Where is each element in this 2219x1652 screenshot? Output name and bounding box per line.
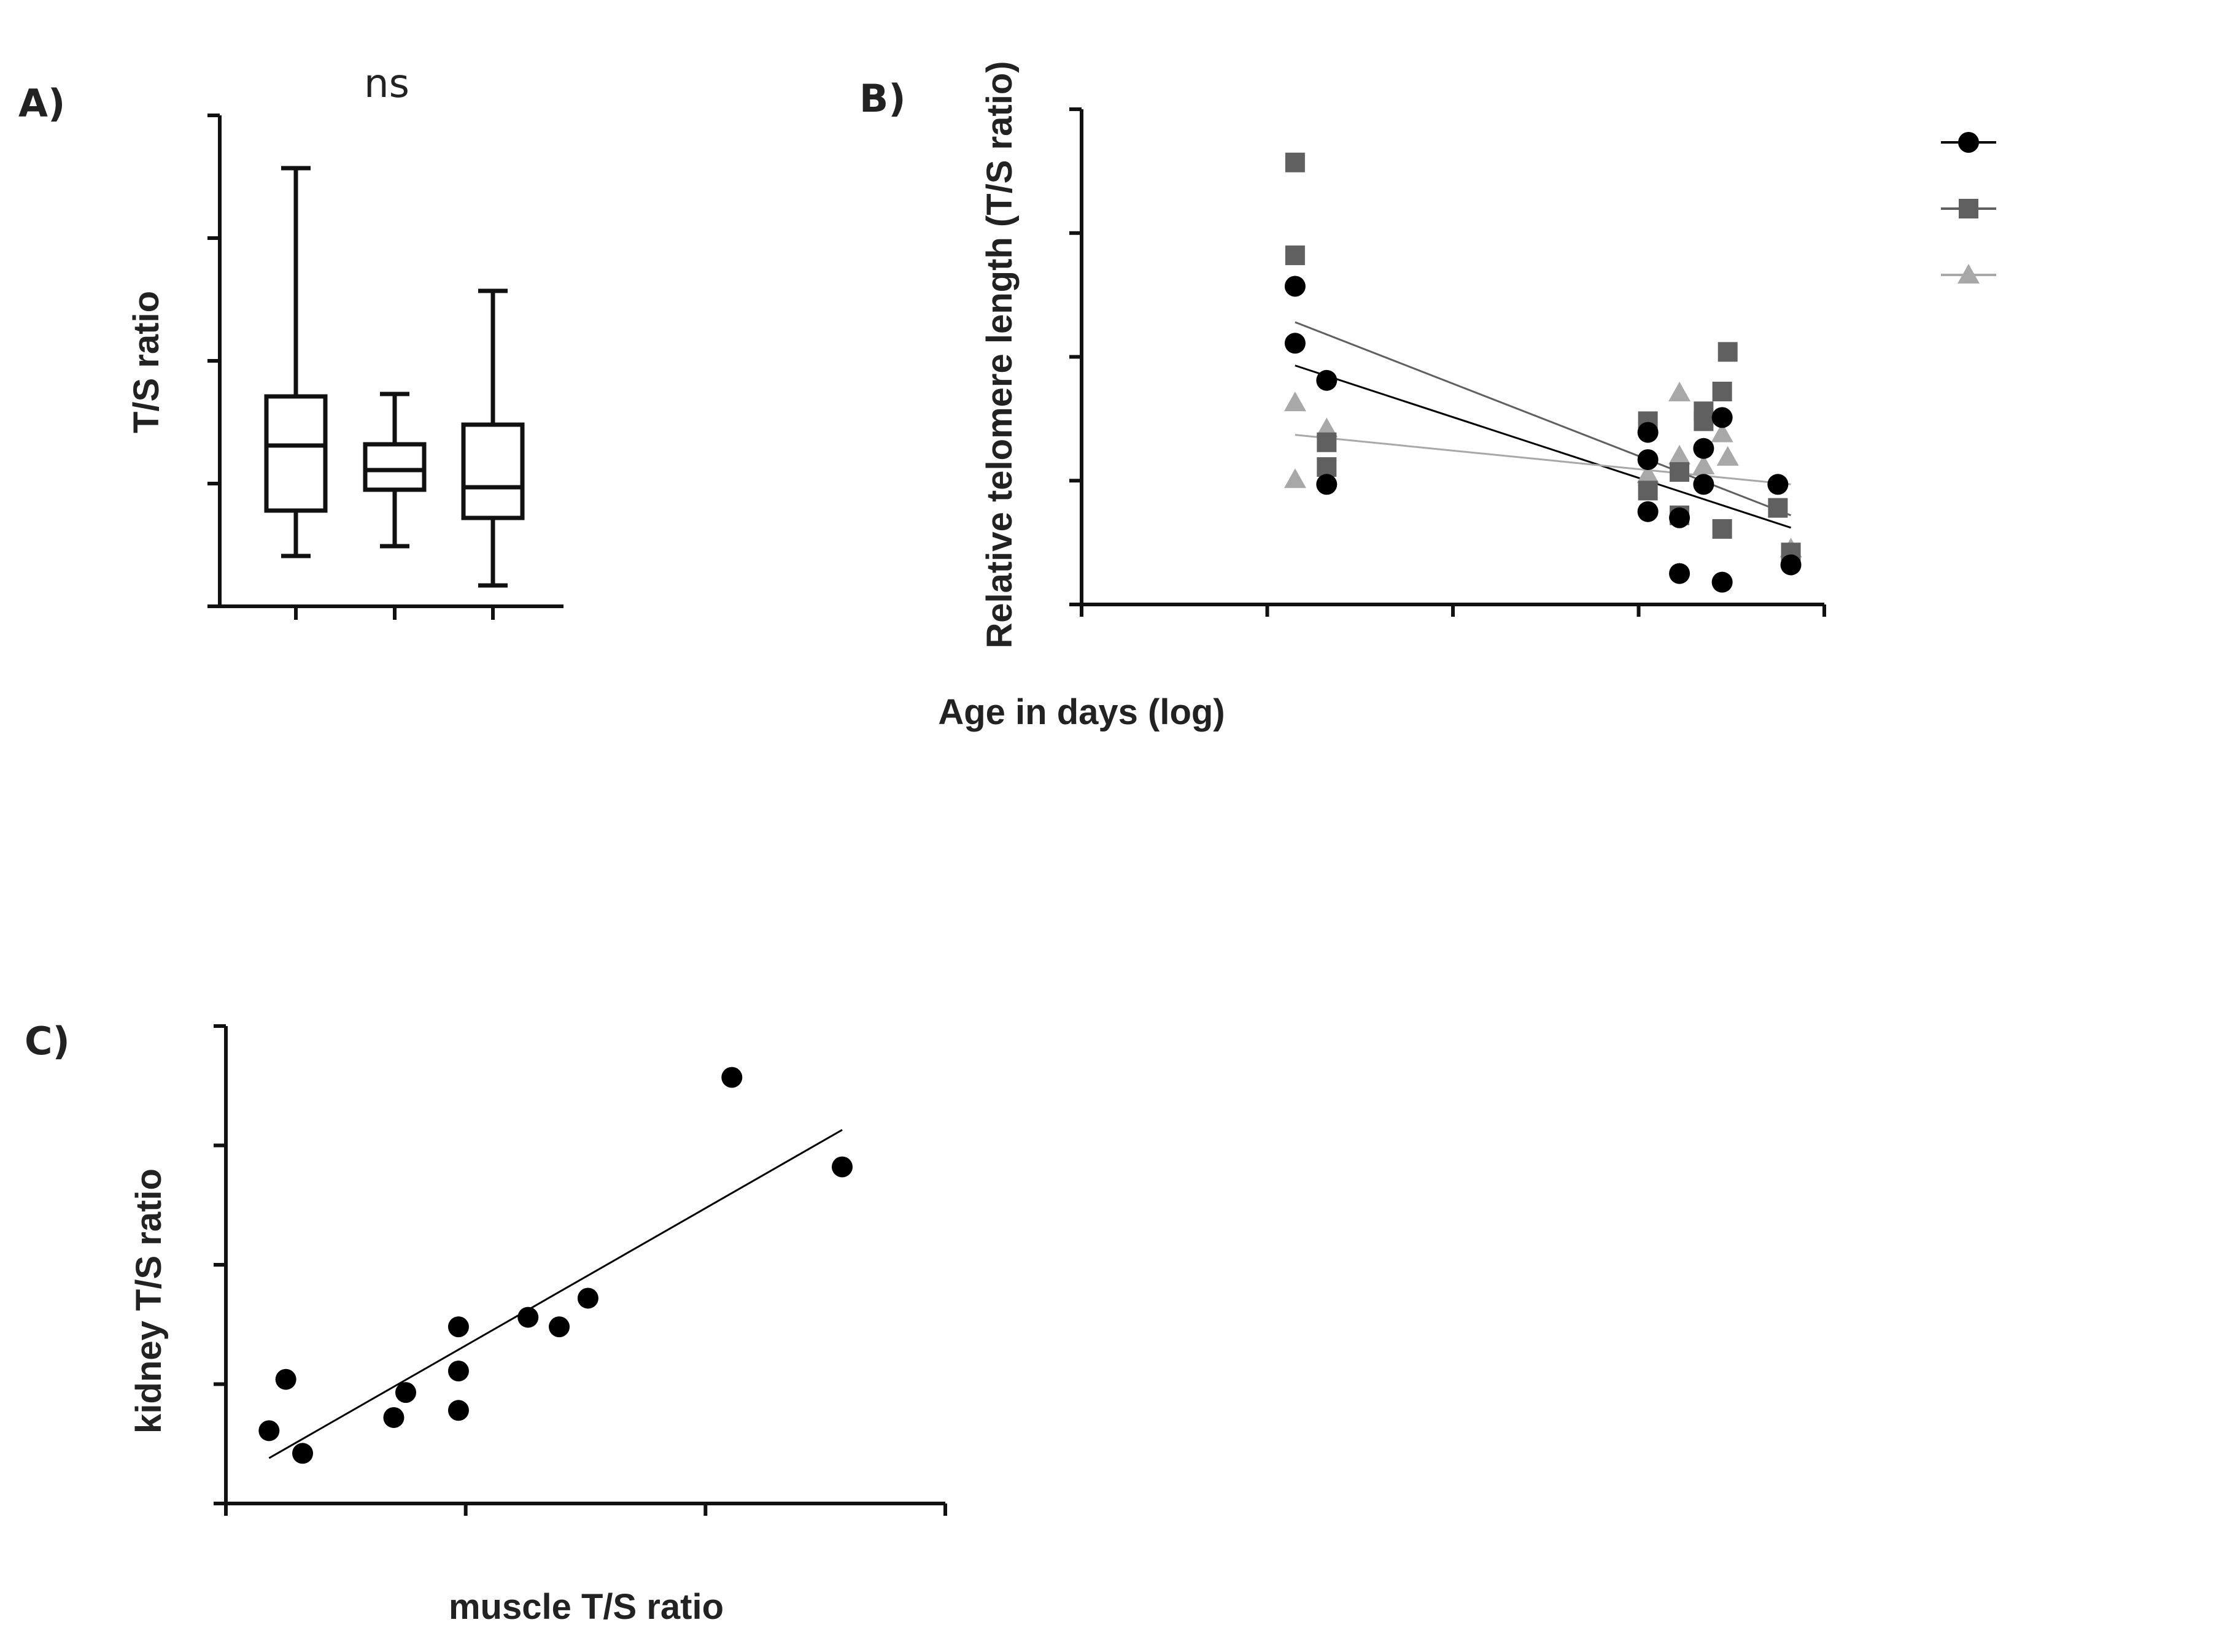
panel-b-point-t-s-muscle — [1284, 333, 1306, 354]
box-iqr-kidney — [264, 394, 328, 513]
panel-c-point-kidney-vs-muscle — [258, 1420, 280, 1442]
panel-b-scatter: B) Age in days (log) Relative telomere l… — [859, 61, 1996, 732]
legend-marker-t-s-muscle — [1958, 132, 1979, 153]
panel-c-point-kidney-vs-muscle — [275, 1368, 296, 1390]
panel-b-point-t-s-kidney — [1638, 481, 1658, 501]
panel-b-point-t-s-muscle — [1780, 554, 1802, 576]
panel-b-point-t-s-muscle — [1693, 474, 1714, 495]
panel-b-x-axis-title: Age in days (log) — [938, 692, 1225, 732]
panel-b-point-t-s-lungs — [1315, 417, 1338, 438]
panel-c-x-axis-title: muscle T/S ratio — [449, 1587, 724, 1627]
panel-b-point-t-s-muscle — [1316, 474, 1338, 495]
legend-marker-t-s-lungs — [1958, 264, 1980, 284]
panel-c-point-kidney-vs-muscle — [549, 1316, 570, 1338]
panel-b-y-axis-title: Relative telomere length (T/S ratio) — [980, 61, 1020, 648]
panel-c-fit-line-kidney-vs-muscle — [268, 1129, 843, 1459]
panel-b-point-t-s-lungs — [1668, 382, 1691, 402]
panel-a-y-axis-title: T/S ratio — [126, 291, 166, 433]
panel-b-point-t-s-muscle — [1284, 276, 1306, 297]
panel-b-point-t-s-lungs — [1716, 446, 1739, 466]
significance-annotation: ns — [364, 61, 409, 107]
panel-a-letter: A) — [18, 81, 65, 126]
panel-b-point-t-s-kidney — [1317, 432, 1337, 452]
panel-c-point-kidney-vs-muscle — [577, 1287, 598, 1309]
panel-c-point-kidney-vs-muscle — [383, 1407, 405, 1428]
box-iqr-muscle — [461, 422, 525, 520]
panel-b-point-t-s-muscle — [1693, 438, 1714, 459]
panel-b-point-t-s-kidney — [1694, 411, 1714, 431]
panel-b-point-t-s-muscle — [1711, 407, 1733, 428]
panel-c-y-axis-title: kidney T/S ratio — [129, 1168, 169, 1434]
panel-c-point-kidney-vs-muscle — [517, 1307, 539, 1328]
panel-b-fit-line-t-s-lungs — [1295, 434, 1791, 485]
panel-c-point-kidney-vs-muscle — [832, 1156, 853, 1178]
box-iqr-lungs — [363, 442, 427, 492]
panel-b-fit-line-t-s-muscle — [1295, 365, 1792, 529]
panel-b-point-t-s-kidney — [1712, 381, 1732, 401]
panel-a-box-plot: A) ns T/S ratio — [18, 61, 563, 620]
panel-b-point-t-s-muscle — [1637, 449, 1659, 470]
panel-b-legend — [1941, 132, 1996, 284]
panel-c-point-kidney-vs-muscle — [447, 1316, 469, 1338]
panel-c-scatter: C) muscle T/S ratio kidney T/S ratio — [25, 1019, 947, 1627]
panel-b-point-t-s-muscle — [1669, 507, 1690, 528]
panel-b-point-t-s-kidney — [1285, 245, 1305, 266]
panel-b-letter: B) — [859, 76, 906, 121]
panel-b-point-t-s-lungs — [1692, 455, 1715, 475]
panel-c-point-kidney-vs-muscle — [447, 1361, 469, 1382]
panel-b-point-t-s-kidney — [1768, 498, 1788, 518]
panel-b-point-t-s-lungs — [1636, 463, 1659, 484]
panel-b-point-t-s-lungs — [1711, 422, 1733, 442]
panel-c-point-kidney-vs-muscle — [721, 1067, 743, 1088]
panel-b-point-t-s-muscle — [1711, 571, 1733, 593]
panel-b-point-t-s-muscle — [1637, 501, 1659, 522]
legend-marker-t-s-kidney — [1959, 199, 1978, 218]
panel-b-point-t-s-kidney — [1285, 152, 1305, 172]
panel-b-point-t-s-lungs — [1284, 392, 1306, 412]
panel-c-point-kidney-vs-muscle — [292, 1443, 314, 1464]
panel-c-point-kidney-vs-muscle — [447, 1400, 469, 1421]
panel-b-point-t-s-lungs — [1668, 444, 1691, 465]
panel-b-point-t-s-kidney — [1317, 457, 1337, 477]
panel-c-point-kidney-vs-muscle — [395, 1382, 416, 1403]
panel-b-point-t-s-lungs — [1284, 468, 1306, 488]
panel-b-point-t-s-muscle — [1637, 422, 1659, 443]
panel-b-point-t-s-kidney — [1670, 462, 1690, 482]
panel-c-letter: C) — [25, 1019, 70, 1063]
panel-b-point-t-s-muscle — [1767, 474, 1789, 495]
panel-b-point-t-s-muscle — [1316, 369, 1338, 391]
panel-b-point-t-s-kidney — [1717, 342, 1738, 362]
panel-b-point-t-s-kidney — [1712, 519, 1732, 539]
panel-b-point-t-s-muscle — [1669, 563, 1690, 584]
